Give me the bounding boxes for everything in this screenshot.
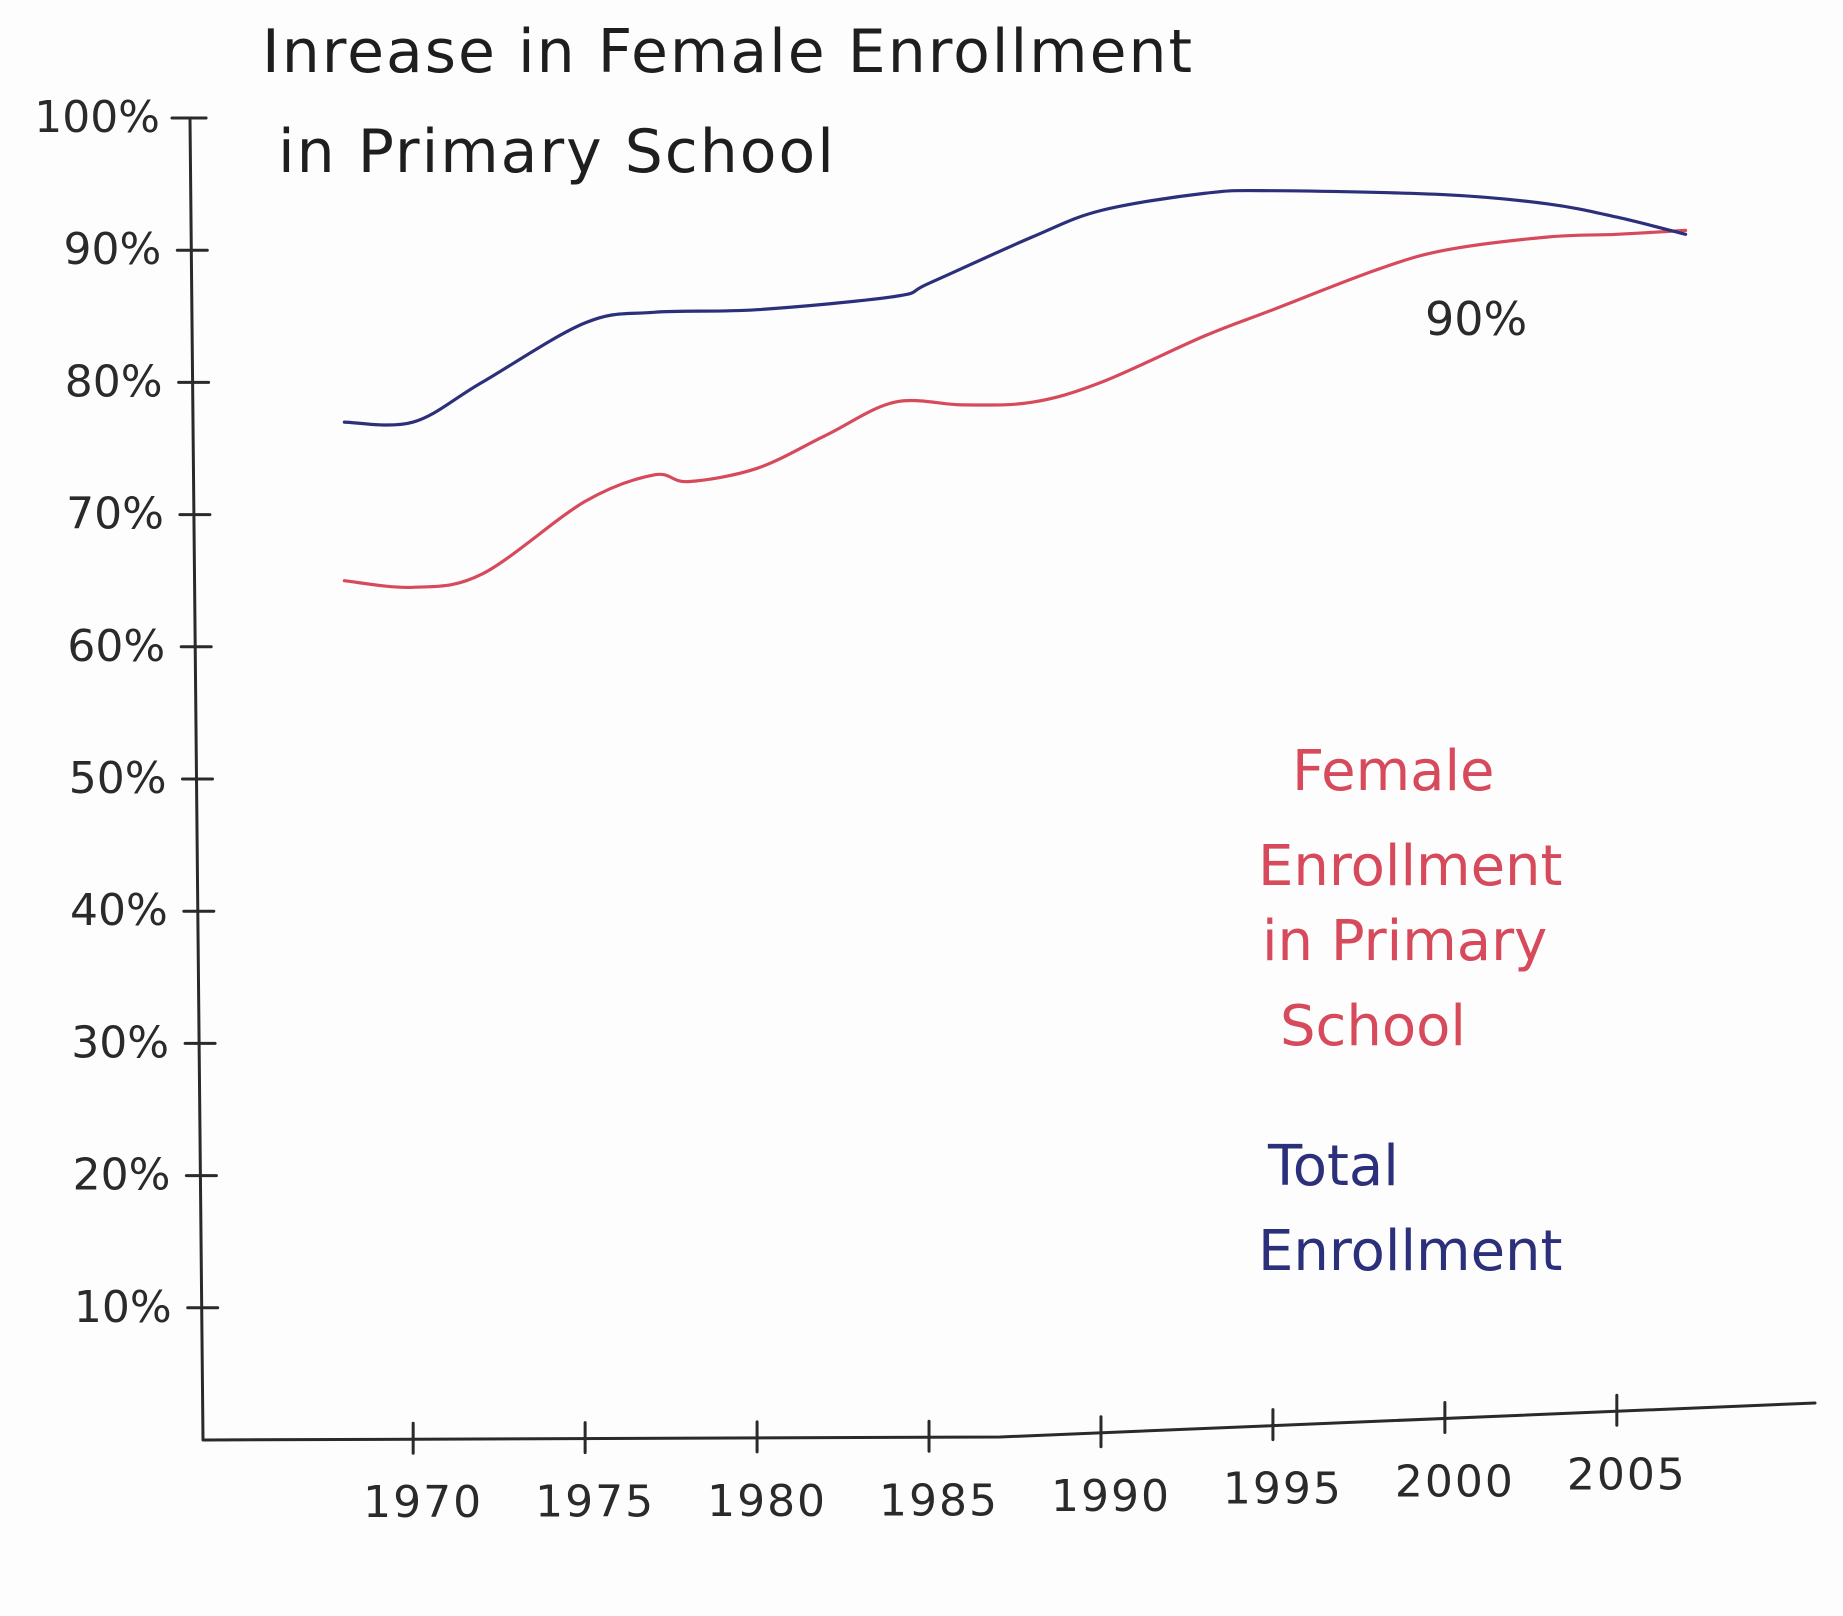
- y-tick-label: 40%: [70, 885, 168, 936]
- x-tick-label: 1995: [1223, 1464, 1343, 1515]
- x-tick-label: 1985: [879, 1475, 999, 1526]
- y-tick-label: 20%: [73, 1150, 171, 1201]
- x-axis-line: [202, 1401, 1817, 1442]
- legend-female-label: Enrollment: [1258, 834, 1563, 899]
- x-tick-label: 1980: [707, 1476, 827, 1527]
- x-tick-label: 2000: [1395, 1456, 1515, 1507]
- y-tick-label: 60%: [67, 621, 165, 672]
- y-tick-label: 10%: [74, 1282, 172, 1333]
- y-tick-group: 100% 90% 80% 70% 60% 50% 40% 30% 20% 10%: [34, 92, 220, 1333]
- x-tick-group: 1970 1975 1980 1985 1990 1995 2000 2005: [363, 1393, 1687, 1528]
- y-tick-label: 80%: [65, 356, 163, 407]
- female-enrollment-line: [342, 228, 1688, 589]
- legend: Female Enrollment in Primary School Total Enr…: [1258, 739, 1563, 1284]
- legend-total-label: Enrollment: [1258, 1219, 1563, 1284]
- chart-title-line-2: in Primary School: [278, 117, 836, 187]
- chart-title: Inrease in Female Enrollment in Primary …: [262, 17, 1194, 187]
- annotation-90-percent: 90%: [1425, 292, 1527, 346]
- y-tick-label: 70%: [66, 489, 164, 540]
- x-tick-label: 1970: [363, 1477, 483, 1528]
- series-layer: [342, 188, 1688, 589]
- y-tick-label: 100%: [34, 92, 160, 143]
- y-tick-label: 30%: [71, 1017, 169, 1068]
- legend-female-label: Female: [1292, 739, 1494, 804]
- chart-title-line-1: Inrease in Female Enrollment: [262, 17, 1194, 87]
- y-tick-label: 90%: [64, 224, 162, 275]
- y-tick-label: 50%: [69, 753, 167, 804]
- axes: [170, 116, 1817, 1442]
- legend-total-label: Total: [1267, 1134, 1399, 1199]
- total-enrollment-line: [342, 188, 1688, 427]
- x-tick-label: 1975: [535, 1477, 655, 1528]
- x-tick-label: 2005: [1567, 1449, 1687, 1500]
- legend-female-label: in Primary: [1262, 909, 1547, 974]
- legend-female-label: School: [1280, 994, 1466, 1059]
- x-tick-label: 1990: [1051, 1471, 1171, 1522]
